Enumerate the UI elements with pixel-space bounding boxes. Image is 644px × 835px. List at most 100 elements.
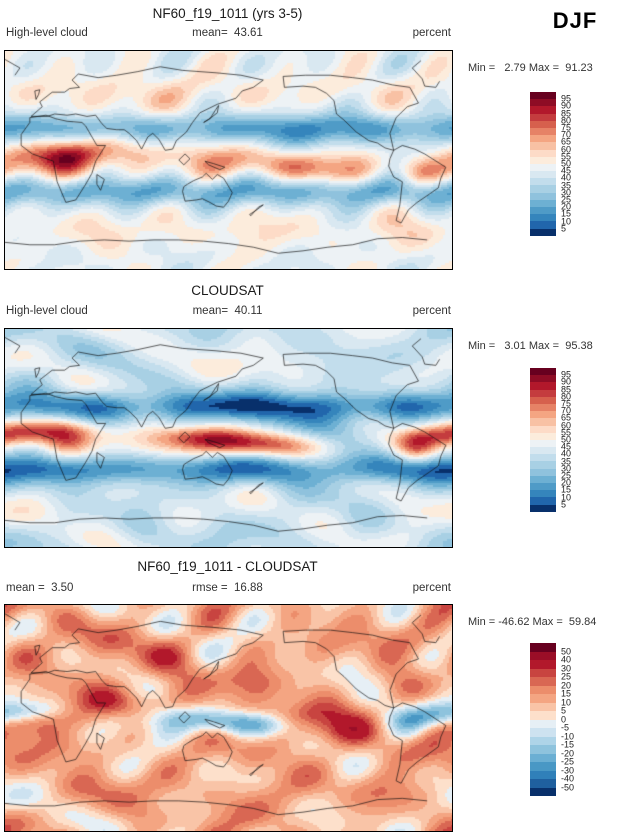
panel1-title: NF60_f19_1011 (yrs 3-5)	[152, 6, 303, 21]
colorbar-tick-label: 35	[561, 456, 572, 467]
colorbar-cell	[530, 762, 556, 771]
colorbar-cell	[530, 375, 556, 383]
colorbar-cell	[530, 142, 556, 150]
panel3-title: NF60_f19_1011 - CLOUDSAT	[137, 559, 318, 574]
colorbar-cell	[530, 504, 556, 512]
colorbar-cell	[530, 736, 556, 745]
map-canvas-diff	[4, 604, 453, 832]
colorbar-tick-label: 50	[561, 434, 572, 445]
colorbar-cell	[530, 199, 556, 207]
colorbar-cell	[530, 497, 556, 505]
colorbar-tick-label: 10	[561, 216, 572, 227]
colorbar-tick-label: 40	[561, 172, 572, 183]
colorbar-tick-label: -10	[561, 731, 575, 741]
colorbar-tick-label: 65	[561, 412, 572, 423]
colorbar-tick-label: 85	[561, 384, 572, 395]
colorbar-cell	[530, 685, 556, 694]
panel2-variable-label: High-level cloud	[6, 305, 88, 317]
colorbar-cell	[530, 156, 556, 164]
colorbar-diff: 50 40 30 25 20 15 10 5 0 -5 -10 -15 -20 -25 -30 -40 -50	[530, 643, 574, 796]
colorbar-cell	[530, 660, 556, 669]
colorbar-tick-label: -30	[561, 765, 575, 775]
colorbar-cell	[530, 468, 556, 476]
colorbar-cell	[530, 135, 556, 143]
colorbar-tick-label: -15	[561, 739, 575, 750]
colorbar-cell	[530, 207, 556, 215]
colorbar-cell	[530, 389, 556, 397]
colorbar-tick-label: 75	[561, 122, 572, 133]
colorbar-tick-label: 40	[561, 448, 572, 459]
panel2-unit-label: percent	[412, 305, 451, 317]
colorbar-cell	[530, 677, 556, 686]
colorbar-tick-label: 15	[561, 208, 572, 219]
colorbar-tick-label: 5	[561, 499, 567, 510]
colorbar-cell	[530, 403, 556, 412]
colorbar-tick-label: 15	[561, 484, 572, 495]
panel1-mean-label: mean= 43.61	[192, 27, 263, 39]
colorbar-cell	[530, 753, 556, 762]
colorbar-tick-label: 15	[561, 688, 572, 699]
panel3-unit-label: percent	[412, 582, 451, 594]
colorbar-cell	[530, 214, 556, 222]
colorbar-tick-label: 40	[561, 654, 572, 665]
panel2-mean-label: mean= 40.11	[192, 305, 263, 317]
colorbar-tick-label: 0	[561, 714, 567, 724]
colorbar-cell	[530, 120, 556, 128]
colorbar-cell	[530, 475, 556, 483]
colorbar-tick-label: 50	[561, 158, 572, 169]
colorbar-cell	[530, 490, 556, 498]
panel3-minmax-label: Min = -46.62 Max = 59.84	[468, 616, 597, 628]
colorbar-tick-label: -40	[561, 773, 575, 784]
panel2-minmax-label: Min = 3.01 Max = 95.38	[468, 340, 593, 352]
colorbar-cell	[530, 418, 556, 426]
colorbar-tick-label: -50	[561, 782, 575, 792]
colorbar-cell	[530, 779, 556, 788]
colorbar-cell	[530, 411, 556, 419]
colorbar-tick-label: -25	[561, 756, 575, 767]
colorbar-tick-label: 65	[561, 136, 572, 147]
colorbar-cell	[530, 228, 556, 236]
colorbar-cell	[530, 127, 556, 136]
colorbar-cell	[530, 651, 556, 660]
colorbar-cell	[530, 185, 556, 193]
colorbar-cell	[530, 719, 556, 728]
colorbar-tick-label: 75	[561, 398, 572, 409]
colorbar-tick-label: -5	[561, 722, 570, 733]
colorbar-cell	[530, 728, 556, 737]
colorbar-cell	[530, 745, 556, 754]
colorbar-cell	[530, 178, 556, 186]
colorbar-tick-label: 25	[561, 470, 572, 481]
colorbar-cell	[530, 221, 556, 229]
colorbar-tick-label: 30	[561, 663, 572, 673]
colorbar-cell	[530, 643, 556, 652]
colorbar-cell	[530, 113, 556, 121]
colorbar-cell	[530, 483, 556, 491]
colorbar-tick-label: 25	[561, 194, 572, 205]
colorbar-cell	[530, 382, 556, 390]
colorbar-tick-label: 70	[561, 405, 572, 416]
colorbar-tick-label: 60	[561, 144, 572, 155]
colorbar-tick-label: 45	[561, 441, 572, 452]
colorbar-cell	[530, 447, 556, 455]
colorbar-cell	[530, 770, 556, 779]
colorbar-tick-label: 30	[561, 463, 572, 474]
colorbar-cell	[530, 461, 556, 469]
panel1-variable-label: High-level cloud	[6, 27, 88, 39]
colorbar-cell	[530, 694, 556, 703]
colorbar-tick-label: 20	[561, 201, 572, 212]
map-canvas-obs	[4, 328, 453, 548]
colorbar-cell	[530, 711, 556, 720]
colorbar-cell	[530, 439, 556, 448]
colorbar-tick-label: 10	[561, 492, 572, 503]
colorbar-cell	[530, 192, 556, 200]
colorbar-tick-label: 90	[561, 376, 572, 387]
colorbar-tick-label: 80	[561, 115, 572, 126]
colorbar-cell	[530, 92, 556, 100]
colorbar-cell	[530, 171, 556, 179]
colorbar-cell	[530, 702, 556, 711]
colorbar-tick-label: 90	[561, 100, 572, 111]
colorbar-cell	[530, 99, 556, 107]
colorbar-cell	[530, 149, 556, 157]
colorbar-tick-label: 20	[561, 680, 572, 690]
